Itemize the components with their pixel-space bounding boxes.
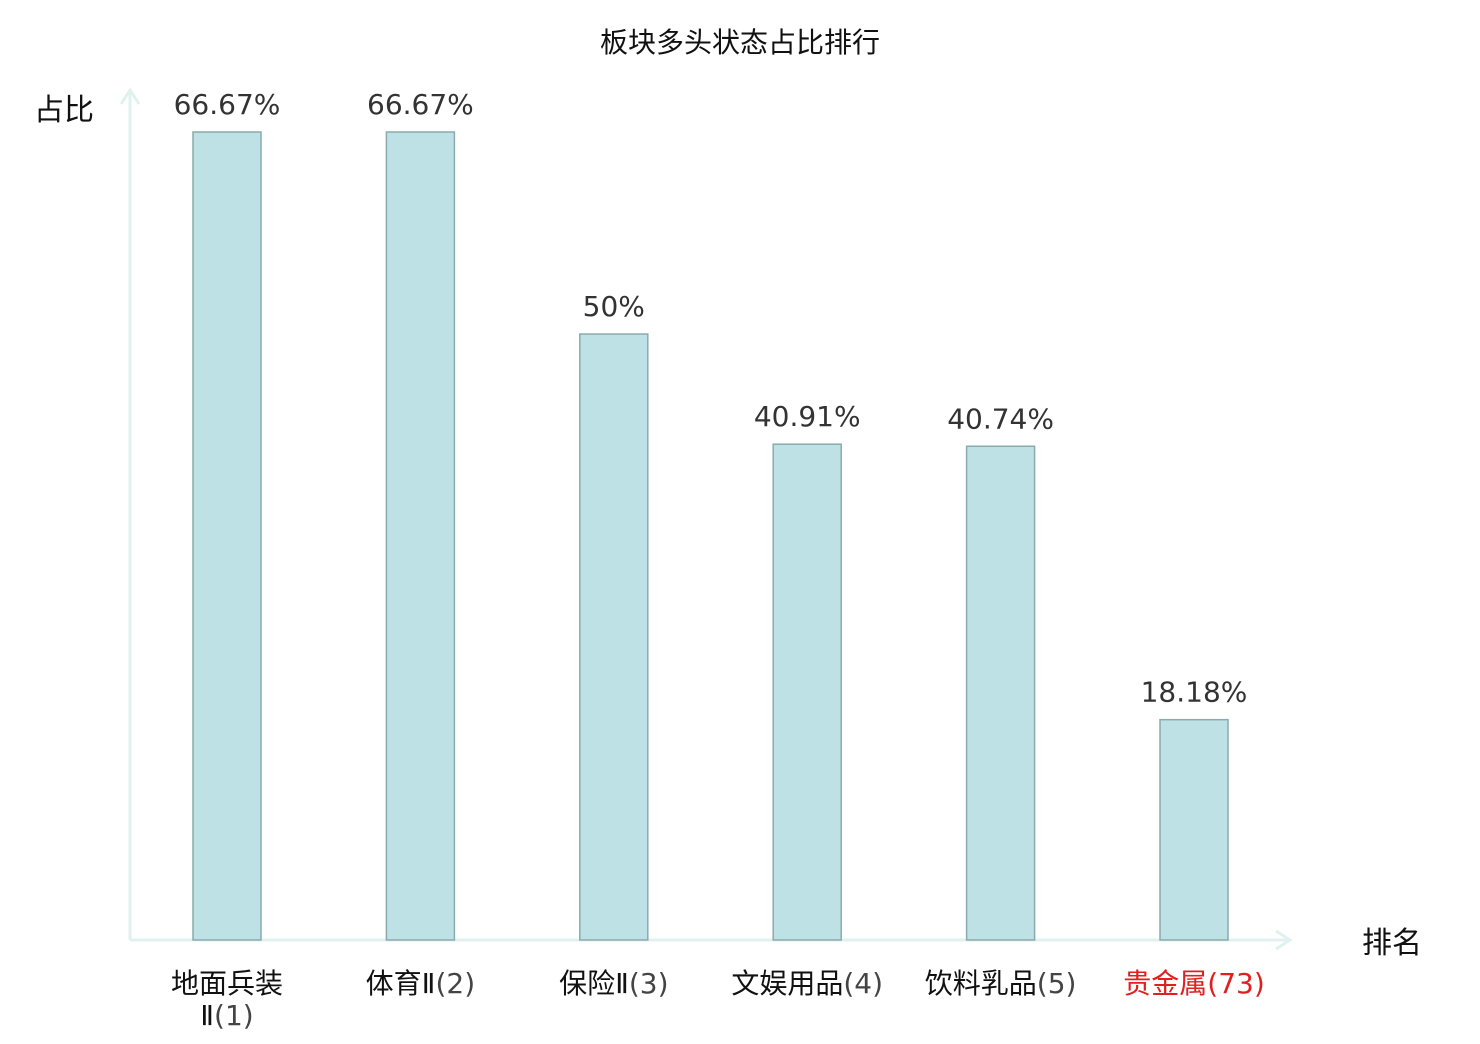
bar bbox=[1159, 718, 1229, 941]
x-axis-arrow bbox=[1275, 929, 1293, 951]
category-rank: (3) bbox=[629, 967, 669, 1000]
bar bbox=[772, 443, 842, 941]
category-label: 饮料乳品(5) bbox=[925, 967, 1077, 1000]
axes bbox=[119, 87, 1293, 951]
y-axis-label: 占比 bbox=[34, 93, 94, 128]
bar bbox=[579, 333, 649, 941]
chart-title: 板块多头状态占比排行 bbox=[600, 26, 880, 59]
category-label: 体育Ⅱ(2) bbox=[366, 967, 475, 1000]
category-label: 文娱用品(4) bbox=[731, 967, 883, 1000]
bar bbox=[192, 131, 262, 941]
bar-value-label: 18.18% bbox=[1141, 676, 1248, 709]
category-rank: (2) bbox=[435, 967, 475, 1000]
category-rank: (5) bbox=[1037, 967, 1077, 1000]
category-rank: (4) bbox=[843, 967, 883, 1000]
y-axis-arrow bbox=[119, 87, 141, 105]
bar bbox=[385, 131, 456, 941]
x-axis-label: 排名 bbox=[1362, 926, 1422, 961]
bar-value-label: 40.74% bbox=[947, 402, 1054, 435]
category-label: 保险Ⅱ(3) bbox=[559, 967, 668, 1000]
category-rank: (73) bbox=[1207, 967, 1264, 1000]
bar bbox=[965, 445, 1036, 941]
category-label: 贵金属(73) bbox=[1123, 967, 1265, 1000]
value-labels-group: 66.67% 66.67% 50% 40.91% 40.74% 18.18% bbox=[174, 88, 1248, 709]
category-label: 地面兵装 bbox=[171, 967, 283, 1000]
bars-group bbox=[192, 131, 1229, 941]
bar-value-label: 50% bbox=[583, 290, 645, 323]
category-label-line2: Ⅱ(1) bbox=[200, 999, 253, 1032]
bar-value-label: 40.91% bbox=[754, 400, 861, 433]
category-rank: (1) bbox=[214, 999, 254, 1032]
bar-value-label: 66.67% bbox=[367, 88, 474, 121]
bar-value-label: 66.67% bbox=[174, 88, 281, 121]
